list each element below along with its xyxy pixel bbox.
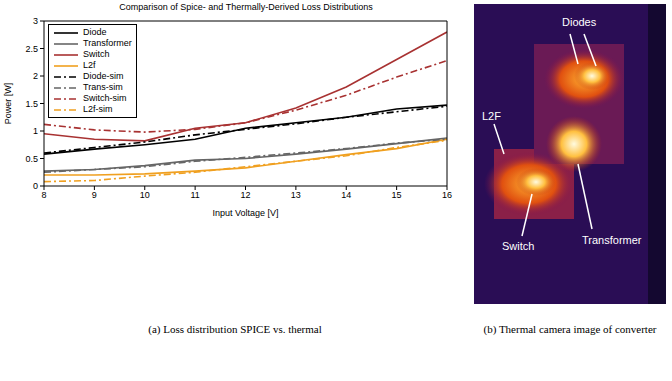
svg-text:11: 11 xyxy=(190,190,199,200)
svg-text:Transformer: Transformer xyxy=(582,234,642,246)
svg-text:9: 9 xyxy=(92,190,97,200)
html-text:Diode: Diode xyxy=(83,27,107,37)
svg-text:13: 13 xyxy=(291,190,301,200)
html-text:Switch: Switch xyxy=(83,49,110,59)
svg-text:14: 14 xyxy=(341,190,351,200)
svg-text:Input Voltage [V]: Input Voltage [V] xyxy=(212,208,278,218)
svg-text:1: 1 xyxy=(33,126,38,136)
html-text:Diode-sim: Diode-sim xyxy=(83,71,124,81)
svg-text:15: 15 xyxy=(392,190,402,200)
html-text:(b) Thermal camera image of co: (b) Thermal camera image of converter xyxy=(483,323,657,335)
html-text:Trans-sim: Trans-sim xyxy=(83,82,123,92)
html-text:Transformer: Transformer xyxy=(83,38,132,48)
html-text:L2f-sim: L2f-sim xyxy=(83,104,113,114)
svg-text:3: 3 xyxy=(33,16,38,26)
svg-text:Switch: Switch xyxy=(502,240,534,252)
svg-text:Power [W]: Power [W] xyxy=(3,83,13,125)
html-text:L2f: L2f xyxy=(83,60,96,70)
svg-text:1.5: 1.5 xyxy=(25,99,38,109)
svg-text:2: 2 xyxy=(33,71,38,81)
svg-text:L2F: L2F xyxy=(482,110,501,122)
svg-text:12: 12 xyxy=(240,190,250,200)
svg-text:0.5: 0.5 xyxy=(25,154,38,164)
svg-text:16: 16 xyxy=(442,190,452,200)
svg-text:0: 0 xyxy=(33,181,38,191)
html-text:(a) Loss distribution SPICE vs: (a) Loss distribution SPICE vs. thermal xyxy=(148,323,322,335)
html-text:Comparison of Spice- and Therm: Comparison of Spice- and Thermally-Deriv… xyxy=(119,2,373,12)
html-text:Switch-sim: Switch-sim xyxy=(83,93,127,103)
svg-text:10: 10 xyxy=(140,190,150,200)
svg-text:8: 8 xyxy=(41,190,46,200)
svg-text:Diodes: Diodes xyxy=(562,16,597,28)
svg-text:2.5: 2.5 xyxy=(25,44,38,54)
